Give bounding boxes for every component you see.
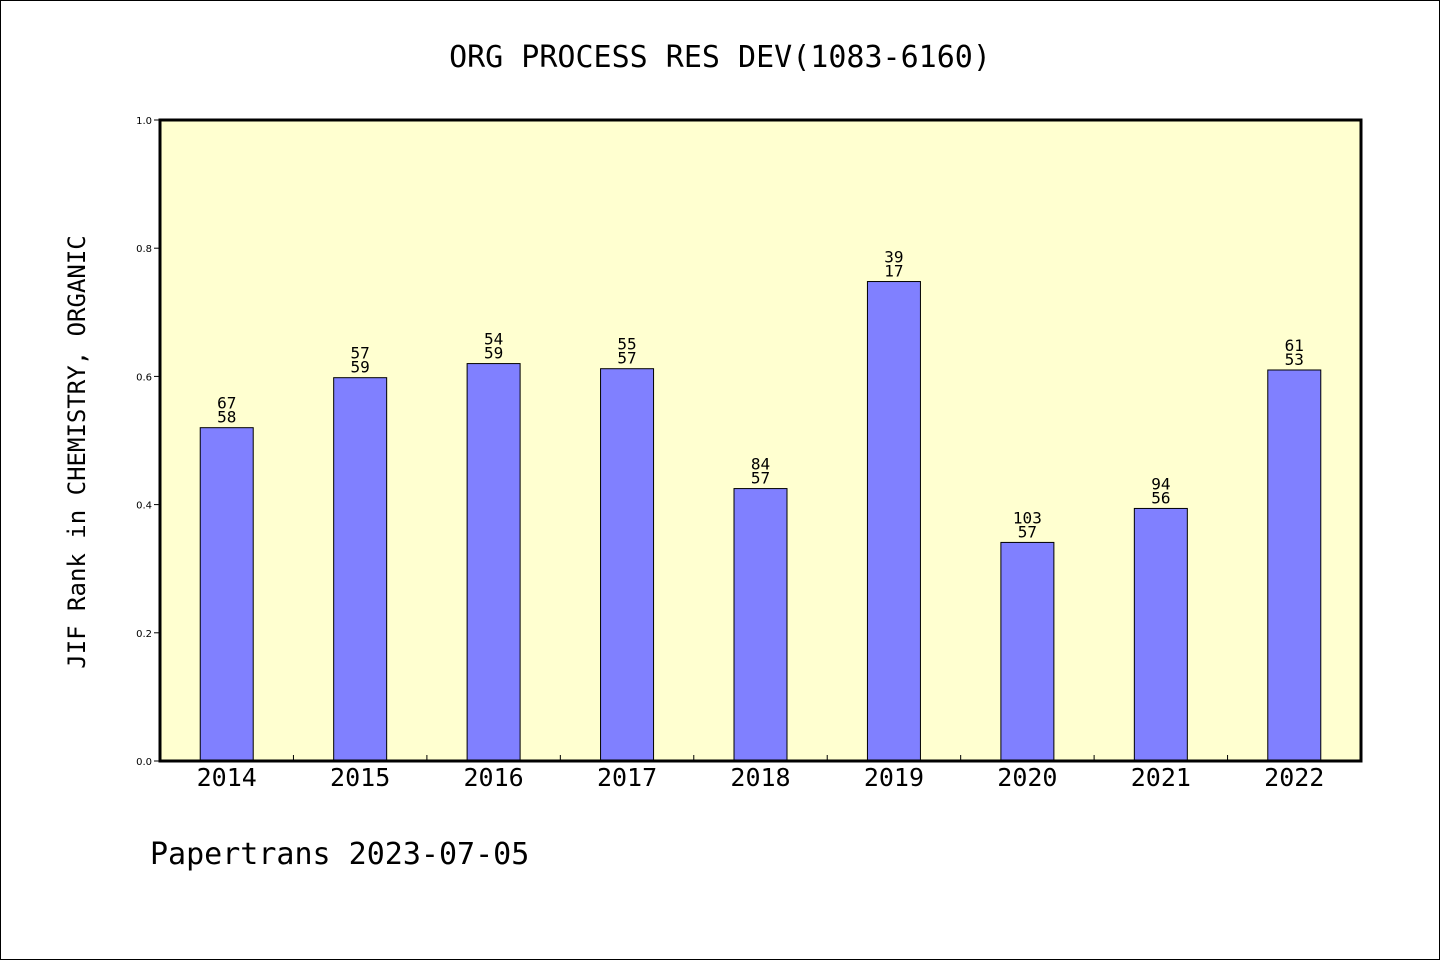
y-tick-label: 1.0 bbox=[136, 116, 152, 127]
data-label-bottom: 57 bbox=[617, 349, 636, 368]
data-label-bottom: 59 bbox=[351, 358, 370, 377]
y-axis: 0.0 0.2 0.4 0.6 0.8 1.0 bbox=[136, 116, 160, 768]
x-tick-label: 2014 bbox=[197, 763, 257, 792]
x-tick-label: 2017 bbox=[597, 763, 657, 792]
x-tick-label: 2022 bbox=[1264, 763, 1324, 792]
data-label-bottom: 57 bbox=[751, 469, 770, 488]
x-tick-label: 2015 bbox=[330, 763, 390, 792]
data-label-top: 54 bbox=[484, 330, 503, 349]
x-tick-label: 2018 bbox=[730, 763, 790, 792]
data-label-top: 94 bbox=[1151, 474, 1170, 493]
y-tick-label: 0.4 bbox=[136, 501, 152, 512]
bar bbox=[1000, 541, 1055, 762]
chart-title: ORG PROCESS RES DEV(1083-6160) bbox=[449, 40, 991, 75]
data-label-bottom: 56 bbox=[1151, 488, 1170, 507]
x-tick-label: 2016 bbox=[464, 763, 524, 792]
plot-border bbox=[158, 118, 1363, 763]
data-label-top: 39 bbox=[884, 248, 903, 267]
x-tick-label: 2021 bbox=[1131, 763, 1191, 792]
data-label-top: 103 bbox=[1013, 508, 1042, 527]
data-label-top: 67 bbox=[217, 394, 236, 413]
y-tick-label: 0.0 bbox=[136, 757, 152, 768]
bar bbox=[1133, 507, 1188, 762]
bar bbox=[1267, 369, 1322, 762]
bar bbox=[466, 363, 521, 762]
y-axis-label: JIF Rank in CHEMISTRY, ORGANIC bbox=[63, 235, 91, 668]
x-tick-label: 2019 bbox=[864, 763, 924, 792]
data-label-bottom: 53 bbox=[1285, 350, 1304, 369]
data-label-bottom: 58 bbox=[217, 408, 236, 427]
data-label-top: 61 bbox=[1285, 336, 1304, 355]
data-label-bottom: 59 bbox=[484, 344, 503, 363]
data-label-top: 55 bbox=[617, 335, 636, 354]
x-tick-label: 2020 bbox=[997, 763, 1057, 792]
bar bbox=[333, 377, 388, 762]
data-label-top: 57 bbox=[351, 344, 370, 363]
footer-text: Papertrans 2023-07-05 bbox=[150, 837, 529, 872]
y-tick-label: 0.6 bbox=[136, 372, 152, 383]
y-tick-label: 0.2 bbox=[136, 629, 152, 640]
data-label-bottom: 57 bbox=[1018, 522, 1037, 541]
y-tick-label: 0.8 bbox=[136, 244, 152, 255]
data-label-top: 84 bbox=[751, 455, 770, 474]
bar bbox=[600, 368, 655, 762]
data-label-bottom: 17 bbox=[884, 262, 903, 281]
bar bbox=[199, 427, 254, 762]
bar bbox=[866, 281, 921, 762]
x-axis: 2014 2015 2016 2017 2018 2019 2020 2021 2022 bbox=[197, 755, 1324, 792]
bar bbox=[733, 488, 788, 762]
